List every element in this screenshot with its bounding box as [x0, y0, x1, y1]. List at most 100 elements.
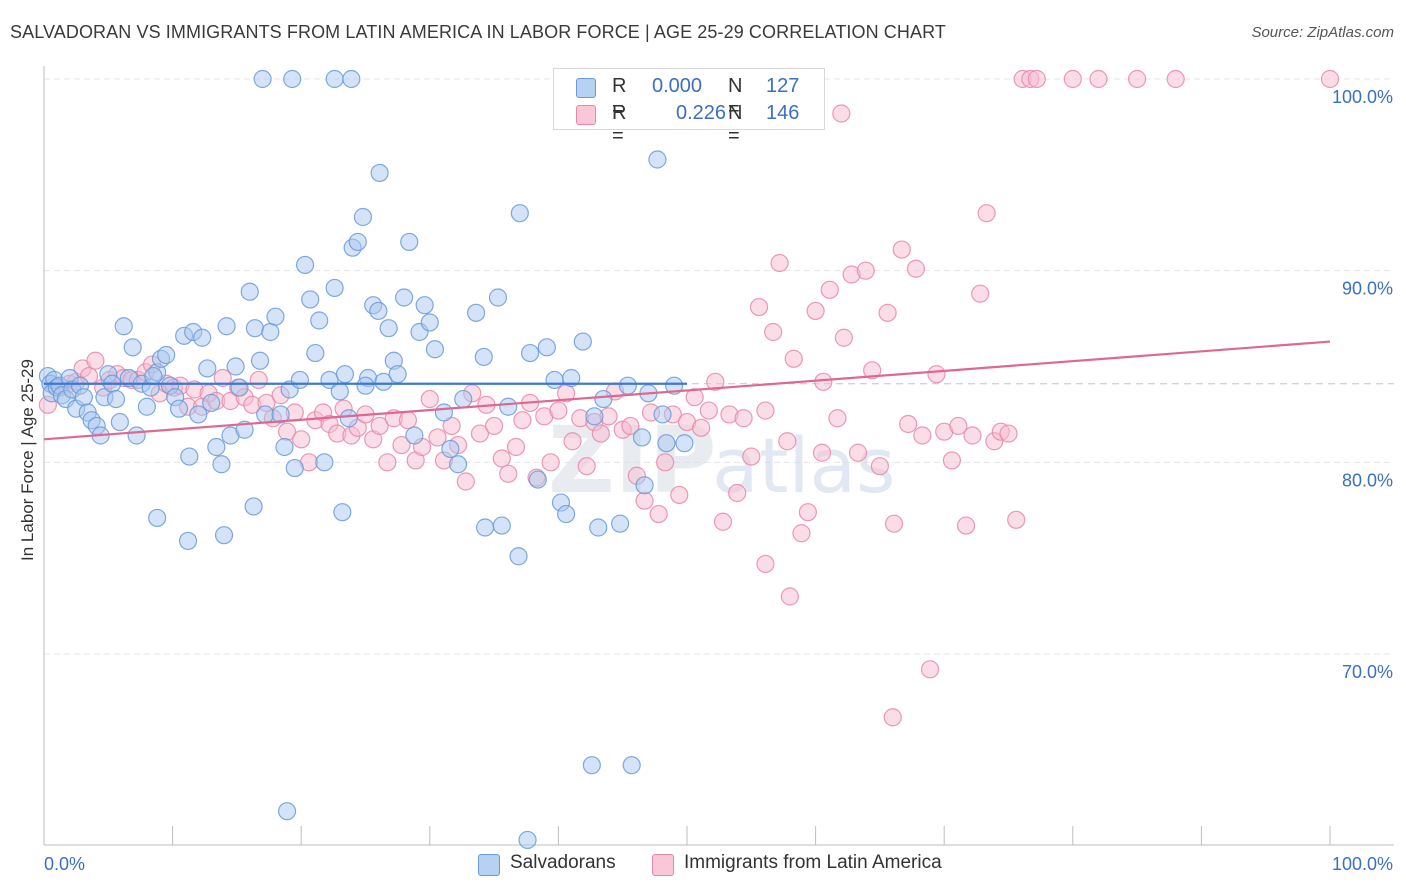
y-tick-label: 70.0% [1342, 662, 1393, 682]
blue-point [325, 278, 344, 298]
pink-point [699, 401, 718, 420]
blue-point [169, 399, 189, 418]
pink-point [541, 453, 560, 472]
blue-point [353, 207, 373, 227]
legend-n-value: 146 [766, 102, 800, 124]
pink-point [780, 587, 799, 606]
pink-point [784, 349, 803, 368]
pink-point [956, 516, 976, 535]
bottom-legend-swatch-pink [652, 854, 674, 876]
blue-point [178, 531, 198, 551]
source-label: Source: ZipAtlas.com [1251, 24, 1394, 41]
legend-n-label: N = [728, 102, 743, 147]
pink-point [492, 449, 511, 468]
pink-trend-line [43, 340, 1331, 441]
tick-labels: 100.0% 90.0% 80.0% 70.0% 0.0% 100.0% [44, 87, 1393, 874]
pink-point [820, 280, 839, 299]
blue-point [562, 368, 581, 388]
blue-point [245, 319, 265, 338]
axes [43, 66, 1394, 846]
pink-point [685, 388, 704, 407]
blue-point [198, 359, 217, 378]
pink-point [513, 411, 532, 430]
legend-r-label: R = [612, 102, 627, 147]
pink-point [1089, 69, 1108, 89]
blue-point [589, 518, 608, 537]
pink-point [86, 351, 105, 370]
blue-point [648, 150, 667, 169]
blue-point [521, 343, 540, 363]
blue-point [207, 437, 226, 457]
pink-point [621, 416, 640, 436]
blue-point [454, 389, 473, 409]
pink-point [470, 424, 490, 443]
pink-point [756, 401, 775, 420]
pink-point [884, 514, 904, 533]
pink-point [778, 432, 797, 451]
legend-swatch-blue [576, 78, 596, 98]
pink-point [292, 430, 311, 449]
pink-point [742, 447, 761, 466]
blue-point [123, 338, 142, 357]
blue-point [405, 426, 424, 445]
blue-point [325, 69, 344, 89]
pink-point [977, 204, 996, 223]
y-tick-label: 90.0% [1342, 279, 1393, 299]
pink-point [942, 451, 962, 470]
blue-point [339, 409, 358, 428]
x-tick-label-max: 100.0% [1332, 854, 1393, 874]
blue-point [528, 470, 547, 489]
blue-point [474, 347, 493, 367]
blue-point [230, 378, 249, 397]
pink-point [649, 504, 668, 524]
pink-point [1320, 69, 1340, 89]
stats-legend: R = 0.000 N = 127 R = 0.226 N = 146 [553, 68, 825, 147]
blue-point [250, 351, 270, 370]
blue-point [285, 458, 304, 478]
pink-point [806, 301, 825, 321]
pink-point [764, 322, 783, 342]
blue-point [573, 332, 592, 351]
pink-point [892, 240, 911, 259]
blue-point [277, 802, 297, 821]
pink-point [1007, 510, 1026, 529]
pink-point [428, 428, 447, 447]
y-tick-label: 80.0% [1342, 470, 1393, 490]
blue-point [244, 497, 263, 516]
blue-point [545, 370, 564, 390]
legend-r-value: 0.000 [652, 75, 703, 97]
pink-point [792, 524, 811, 543]
blue-point [441, 439, 460, 459]
blue-point [557, 504, 576, 524]
pink-point [770, 253, 789, 273]
pink-point [249, 370, 268, 390]
blue-point [348, 232, 367, 252]
blue-point [434, 403, 454, 422]
blue-point [315, 453, 334, 472]
blue-point [202, 393, 221, 413]
blue-point [499, 397, 518, 416]
blue-point [356, 376, 375, 395]
bottom-legend-label: Immigrants from Latin America [684, 852, 942, 873]
pink-point [1166, 69, 1185, 89]
pink-point [392, 435, 411, 455]
pink-point [398, 411, 418, 430]
blue-point [379, 319, 398, 338]
legend-n-label: N = [728, 75, 743, 120]
pink-point [913, 426, 932, 445]
bottom-legend-swatch-blue [478, 854, 500, 876]
pink-point [577, 457, 596, 476]
blue-point [283, 69, 302, 89]
pink-point [499, 464, 518, 483]
blue-point [214, 526, 234, 545]
blue-point [275, 437, 294, 457]
chart-title: SALVADORAN VS IMMIGRANTS FROM LATIN AMER… [10, 22, 946, 42]
pink-point [812, 443, 832, 462]
pink-point [828, 409, 847, 428]
blue-point [675, 434, 694, 453]
blue-point [488, 288, 508, 307]
blue-point [310, 311, 329, 330]
pink-point [378, 453, 397, 472]
blue-point [137, 397, 156, 416]
pink-point [883, 708, 902, 727]
